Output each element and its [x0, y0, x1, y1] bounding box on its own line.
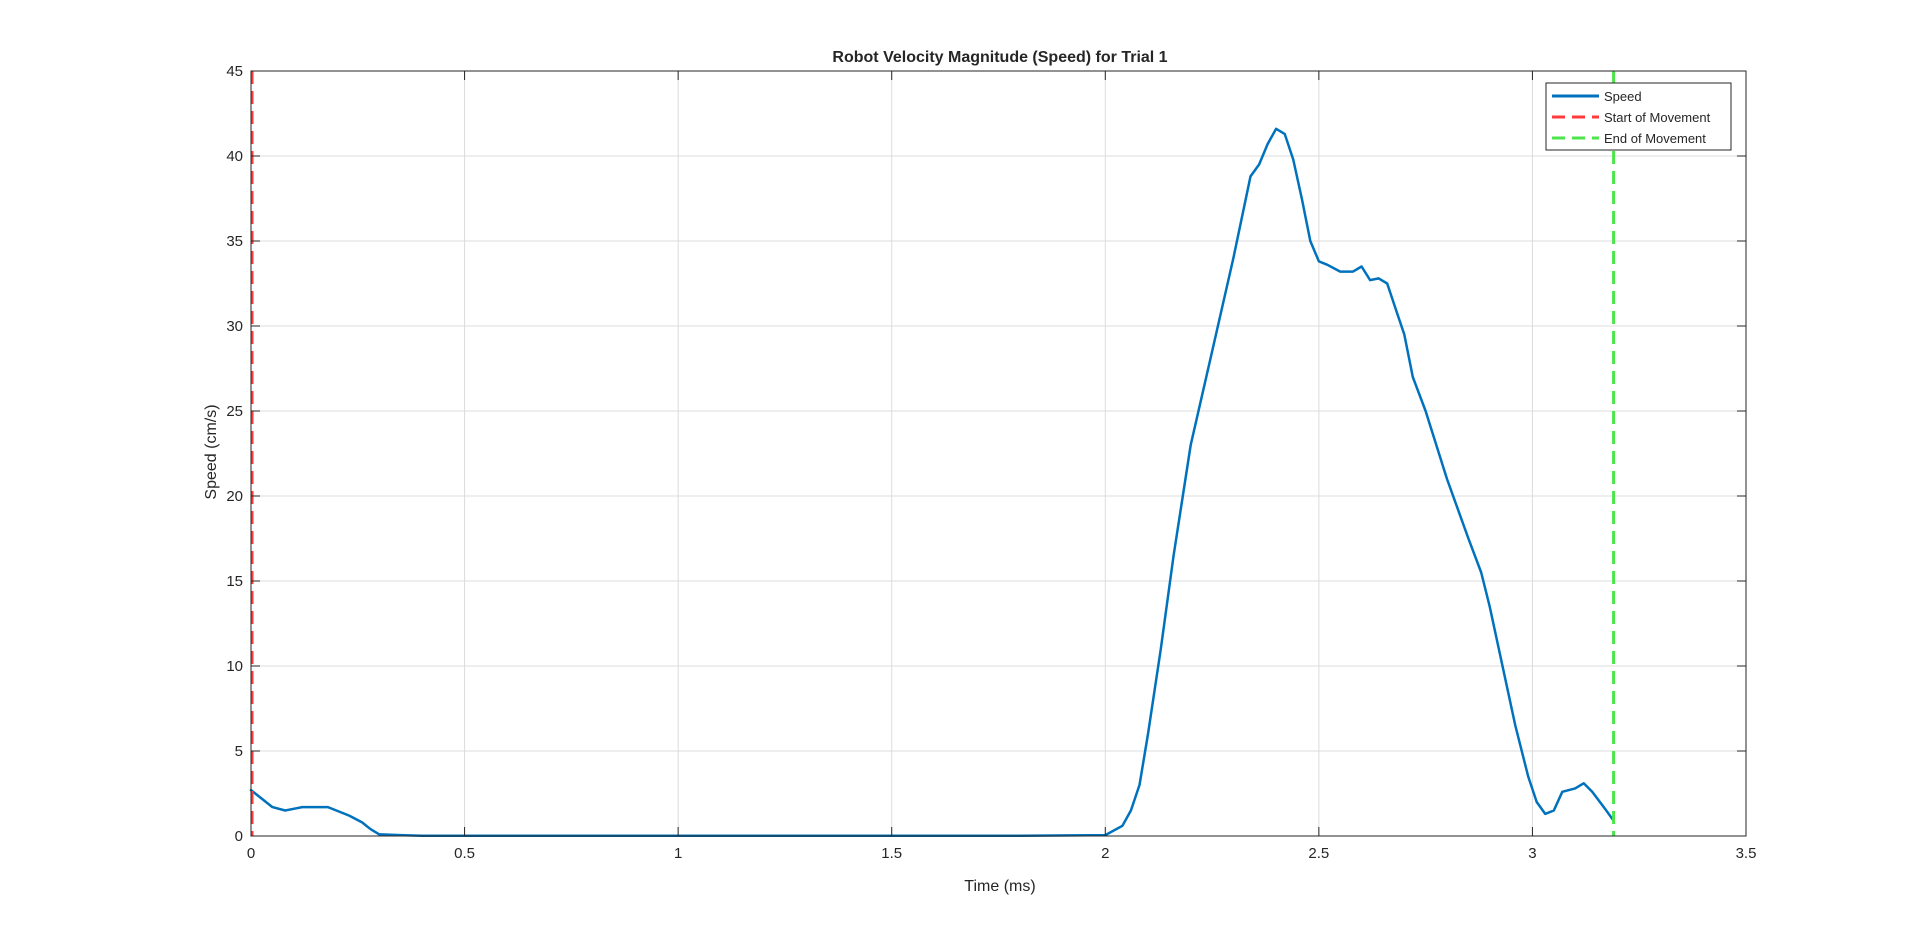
y-tick-label: 0 — [235, 828, 243, 845]
x-tick-label: 3 — [1528, 845, 1536, 862]
x-axis-label: Time (ms) — [964, 878, 1035, 895]
axes-box — [250, 70, 1747, 837]
legend: Speed Start of Movement End of Movement — [1545, 82, 1732, 151]
plot-series — [249, 71, 1616, 837]
y-tick-label: 40 — [226, 148, 243, 165]
x-tick-label: 2.5 — [1308, 845, 1329, 862]
x-tick-label: 1 — [674, 845, 682, 862]
y-tick-label: 30 — [226, 318, 243, 335]
legend-label: Start of Movement — [1604, 110, 1711, 125]
x-tick-label: 0.5 — [454, 845, 475, 862]
chart-title: Robot Velocity Magnitude (Speed) for Tri… — [832, 49, 1167, 66]
series-line-speed — [249, 127, 1615, 837]
x-tick-label: 1.5 — [881, 845, 902, 862]
x-tick-label: 0 — [247, 845, 255, 862]
y-tick-label: 20 — [226, 488, 243, 505]
y-tick-label: 15 — [226, 573, 243, 590]
y-tick-label: 10 — [226, 658, 243, 675]
axis-ticks: 0 0.5 1 1.5 2 2.5 3 3.5 0 5 10 15 20 25 30 35 40 45 — [226, 63, 1756, 862]
x-tick-label: 3.5 — [1736, 845, 1757, 862]
x-tick-label: 2 — [1101, 845, 1109, 862]
y-tick-label: 35 — [226, 233, 243, 250]
y-tick-label: 5 — [235, 743, 243, 760]
y-axis-label: Speed (cm/s) — [203, 404, 220, 499]
legend-label: End of Movement — [1604, 131, 1706, 146]
legend-label: Speed — [1604, 89, 1642, 104]
y-tick-label: 25 — [226, 403, 243, 420]
y-tick-label: 45 — [226, 63, 243, 80]
